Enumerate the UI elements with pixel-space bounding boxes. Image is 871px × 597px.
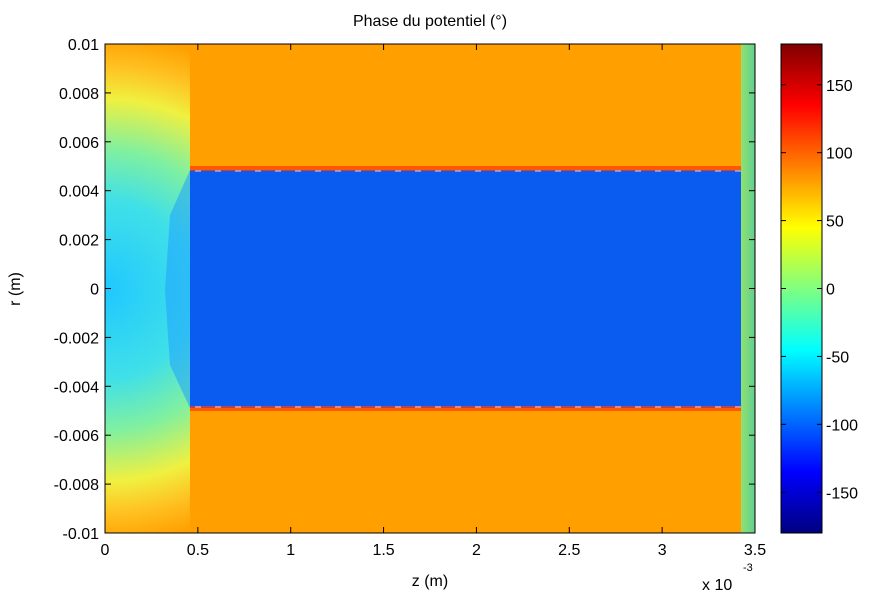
colorbar-ticks: 150 100 50 0 -50 -100 -150 xyxy=(781,78,858,502)
x-tick-label: 3.5 xyxy=(744,542,766,559)
y-tick-label: -0.01 xyxy=(63,526,100,543)
x-tick-label: 3 xyxy=(658,542,667,559)
interface-lower xyxy=(190,406,750,411)
heatmap xyxy=(105,44,755,533)
colorbar-tick-label: 150 xyxy=(826,78,853,95)
y-axis-label: r (m) xyxy=(7,272,24,306)
colorbar-tick-label: 0 xyxy=(826,282,835,299)
y-tick-label: -0.006 xyxy=(54,428,99,445)
x-exponent-label: x 10 xyxy=(702,577,732,594)
x-tick-label: 2 xyxy=(472,542,481,559)
x-axis-label: z (m) xyxy=(412,573,448,590)
y-tick-label: 0.008 xyxy=(59,86,99,103)
x-tick-label: 1 xyxy=(286,542,295,559)
y-tick-label: 0.006 xyxy=(59,135,99,152)
colorbar-tick-label: -150 xyxy=(826,485,858,502)
colorbar xyxy=(780,43,823,534)
y-tick-label: 0.002 xyxy=(59,233,99,250)
colorbar-tick-label: 50 xyxy=(826,214,844,231)
y-axis-ticks: 0.01 0.008 0.006 0.004 0.002 0 -0.002 -0.004 -0.… xyxy=(54,37,755,543)
region-outlet-edge xyxy=(741,44,755,533)
x-tick-label: 2.5 xyxy=(558,542,580,559)
core-taper xyxy=(165,170,190,408)
colorbar-tick-label: 100 xyxy=(826,146,853,163)
colorbar-tick-label: -100 xyxy=(826,417,858,434)
x-tick-label: 0 xyxy=(101,542,110,559)
region-core xyxy=(190,170,750,408)
x-tick-label: 0.5 xyxy=(187,542,209,559)
y-tick-label: 0.004 xyxy=(59,184,99,201)
y-tick-label: 0.01 xyxy=(68,37,99,54)
x-axis-ticks: 0 0.5 1 1.5 2 2.5 3 3.5 xyxy=(101,44,766,559)
x-tick-label: 1.5 xyxy=(372,542,394,559)
chart-title: Phase du potentiel (°) xyxy=(353,13,507,30)
y-tick-label: -0.002 xyxy=(54,330,99,347)
y-tick-label: -0.004 xyxy=(54,379,99,396)
x-exponent-power: -3 xyxy=(743,562,753,574)
interface-upper xyxy=(190,166,750,171)
colorbar-tick-label: -50 xyxy=(826,349,849,366)
y-tick-label: 0 xyxy=(90,282,99,299)
y-tick-label: -0.008 xyxy=(54,477,99,494)
